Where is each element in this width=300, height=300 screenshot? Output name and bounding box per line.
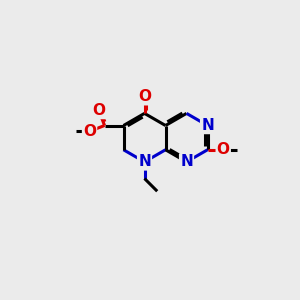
Text: O: O xyxy=(83,124,96,139)
Text: O: O xyxy=(92,103,105,118)
Text: N: N xyxy=(138,154,151,169)
Text: N: N xyxy=(201,118,214,133)
Text: N: N xyxy=(180,154,193,169)
Text: O: O xyxy=(217,142,230,157)
Text: O: O xyxy=(138,89,151,104)
